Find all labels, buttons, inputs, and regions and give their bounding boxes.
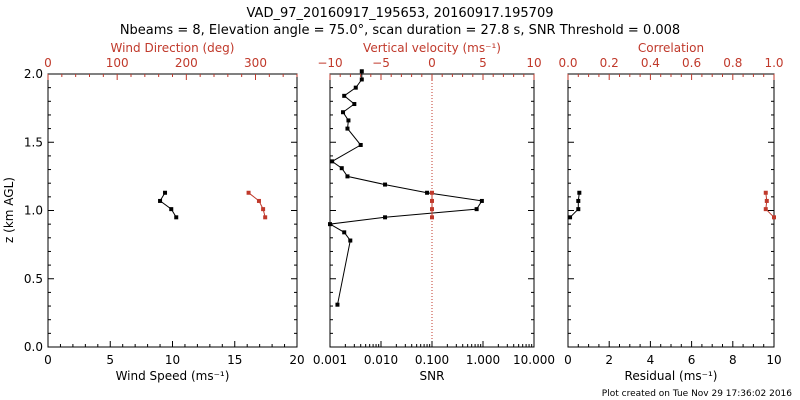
data-point-top xyxy=(256,198,261,203)
data-point-bottom xyxy=(577,190,582,195)
data-point-bottom xyxy=(163,190,168,195)
x-top-tick-label: 0.0 xyxy=(558,56,577,70)
data-point-bottom xyxy=(359,77,364,82)
x-top-axis-label: Vertical velocity (ms⁻¹) xyxy=(363,41,501,55)
panel-snr-vertical-velocity: 0.001 0.010 0.100 1.000 10.000 −10 −5 0 5 10 SNR Ve… xyxy=(313,41,555,383)
x-bottom-axis-label: Residual (ms⁻¹) xyxy=(625,369,718,383)
x-top-tick-label: 0.4 xyxy=(641,56,660,70)
x-top-tick-label: −10 xyxy=(317,56,342,70)
data-point-top xyxy=(763,207,768,212)
data-point-bottom xyxy=(352,102,357,107)
x-top-tick-label: 0 xyxy=(428,56,436,70)
data-point-bottom xyxy=(345,174,350,179)
data-point-bottom xyxy=(174,215,179,220)
x-bottom-tick-label: 5 xyxy=(106,353,114,367)
data-point-top xyxy=(430,207,434,212)
x-bottom-tick-label: 0 xyxy=(564,353,572,367)
y-tick-label: 0.0 xyxy=(24,340,43,354)
data-point-bottom xyxy=(348,238,353,243)
x-bottom-tick-label: 10 xyxy=(165,353,180,367)
data-point-bottom xyxy=(479,198,484,203)
series-line-bottom xyxy=(159,192,177,218)
data-point-top xyxy=(772,215,776,220)
x-bottom-tick-label: 15 xyxy=(227,353,242,367)
y-tick-label: 1.0 xyxy=(24,204,43,218)
data-point-top xyxy=(263,215,268,220)
data-point-bottom xyxy=(568,215,573,220)
x-top-tick-label: 200 xyxy=(175,56,198,70)
x-bottom-tick-label: 0 xyxy=(44,353,52,367)
x-bottom-tick-label: 4 xyxy=(647,353,655,367)
y-tick-label: 2.0 xyxy=(24,67,43,81)
data-point-top xyxy=(430,215,434,220)
x-bottom-tick-label: 6 xyxy=(688,353,696,367)
x-top-axis-label: Wind Direction (deg) xyxy=(111,41,235,55)
x-bottom-tick-label: 10.000 xyxy=(513,353,555,367)
series-line-bottom xyxy=(569,192,580,218)
data-point-bottom xyxy=(353,85,358,90)
data-point-bottom xyxy=(383,182,388,187)
footer-timestamp: Plot created on Tue Nov 29 17:36:02 2016 xyxy=(602,389,792,399)
panel-residual-correlation: 0 2 4 6 8 10 0.0 0.2 0.4 0.6 0.8 1.0 Residual (ms⁻¹)… xyxy=(558,41,783,383)
data-point-bottom xyxy=(346,118,351,123)
x-bottom-tick-label: 1.000 xyxy=(466,353,500,367)
data-point-bottom xyxy=(576,207,581,212)
x-top-tick-label: 0.2 xyxy=(600,56,619,70)
data-point-bottom xyxy=(359,69,364,74)
data-point-bottom xyxy=(474,207,479,212)
x-top-tick-label: 1.0 xyxy=(764,56,783,70)
x-top-axis-label: Correlation xyxy=(638,41,704,55)
data-point-top xyxy=(430,198,434,203)
data-point-top xyxy=(246,190,251,195)
data-point-bottom xyxy=(342,93,347,98)
x-top-tick-label: 0 xyxy=(44,56,52,70)
x-top-tick-label: 300 xyxy=(244,56,267,70)
plot-frame xyxy=(567,73,775,348)
data-point-bottom xyxy=(335,302,340,307)
data-point-top xyxy=(261,207,266,212)
data-point-top xyxy=(763,190,768,195)
x-bottom-tick-label: 0.010 xyxy=(364,353,398,367)
data-point-bottom xyxy=(158,198,163,203)
data-point-bottom xyxy=(341,110,346,115)
series-line-bottom xyxy=(328,71,483,305)
figure-title-line1: VAD_97_20160917_195653, 20160917.195709 xyxy=(247,6,554,21)
data-point-bottom xyxy=(345,126,350,131)
x-bottom-tick-label: 2 xyxy=(605,353,613,367)
y-axis-label: z (km AGL) xyxy=(2,177,16,243)
data-point-bottom xyxy=(330,159,335,164)
x-bottom-tick-label: 10 xyxy=(766,353,781,367)
data-point-bottom xyxy=(342,230,347,235)
x-top-tick-label: 5 xyxy=(479,56,487,70)
x-top-tick-label: 0.6 xyxy=(682,56,701,70)
x-top-tick-label: −5 xyxy=(372,56,390,70)
x-bottom-tick-label: 20 xyxy=(289,353,304,367)
figure-title-line2: Nbeams = 8, Elevation angle = 75.0°, sca… xyxy=(120,23,680,38)
y-tick-label: 1.5 xyxy=(24,135,43,149)
x-bottom-tick-label: 0.100 xyxy=(415,353,449,367)
y-tick-label: 0.5 xyxy=(24,272,43,286)
series-line-top xyxy=(248,192,266,218)
x-top-tick-label: 100 xyxy=(106,56,129,70)
x-top-tick-label: 10 xyxy=(526,56,541,70)
data-point-bottom xyxy=(339,166,344,171)
data-point-top xyxy=(764,198,769,203)
x-bottom-axis-label: Wind Speed (ms⁻¹) xyxy=(116,369,230,383)
data-point-bottom xyxy=(169,207,174,212)
x-bottom-tick-label: 0.001 xyxy=(313,353,347,367)
data-point-bottom xyxy=(383,215,388,220)
x-bottom-axis-label: SNR xyxy=(420,369,445,383)
x-bottom-tick-label: 8 xyxy=(729,353,737,367)
data-point-bottom xyxy=(425,190,430,195)
data-point-bottom xyxy=(328,222,332,227)
x-top-tick-label: 0.8 xyxy=(723,56,742,70)
data-point-bottom xyxy=(576,198,581,203)
data-point-bottom xyxy=(358,142,363,147)
data-point-top xyxy=(430,190,434,195)
series-line-top xyxy=(765,192,775,218)
